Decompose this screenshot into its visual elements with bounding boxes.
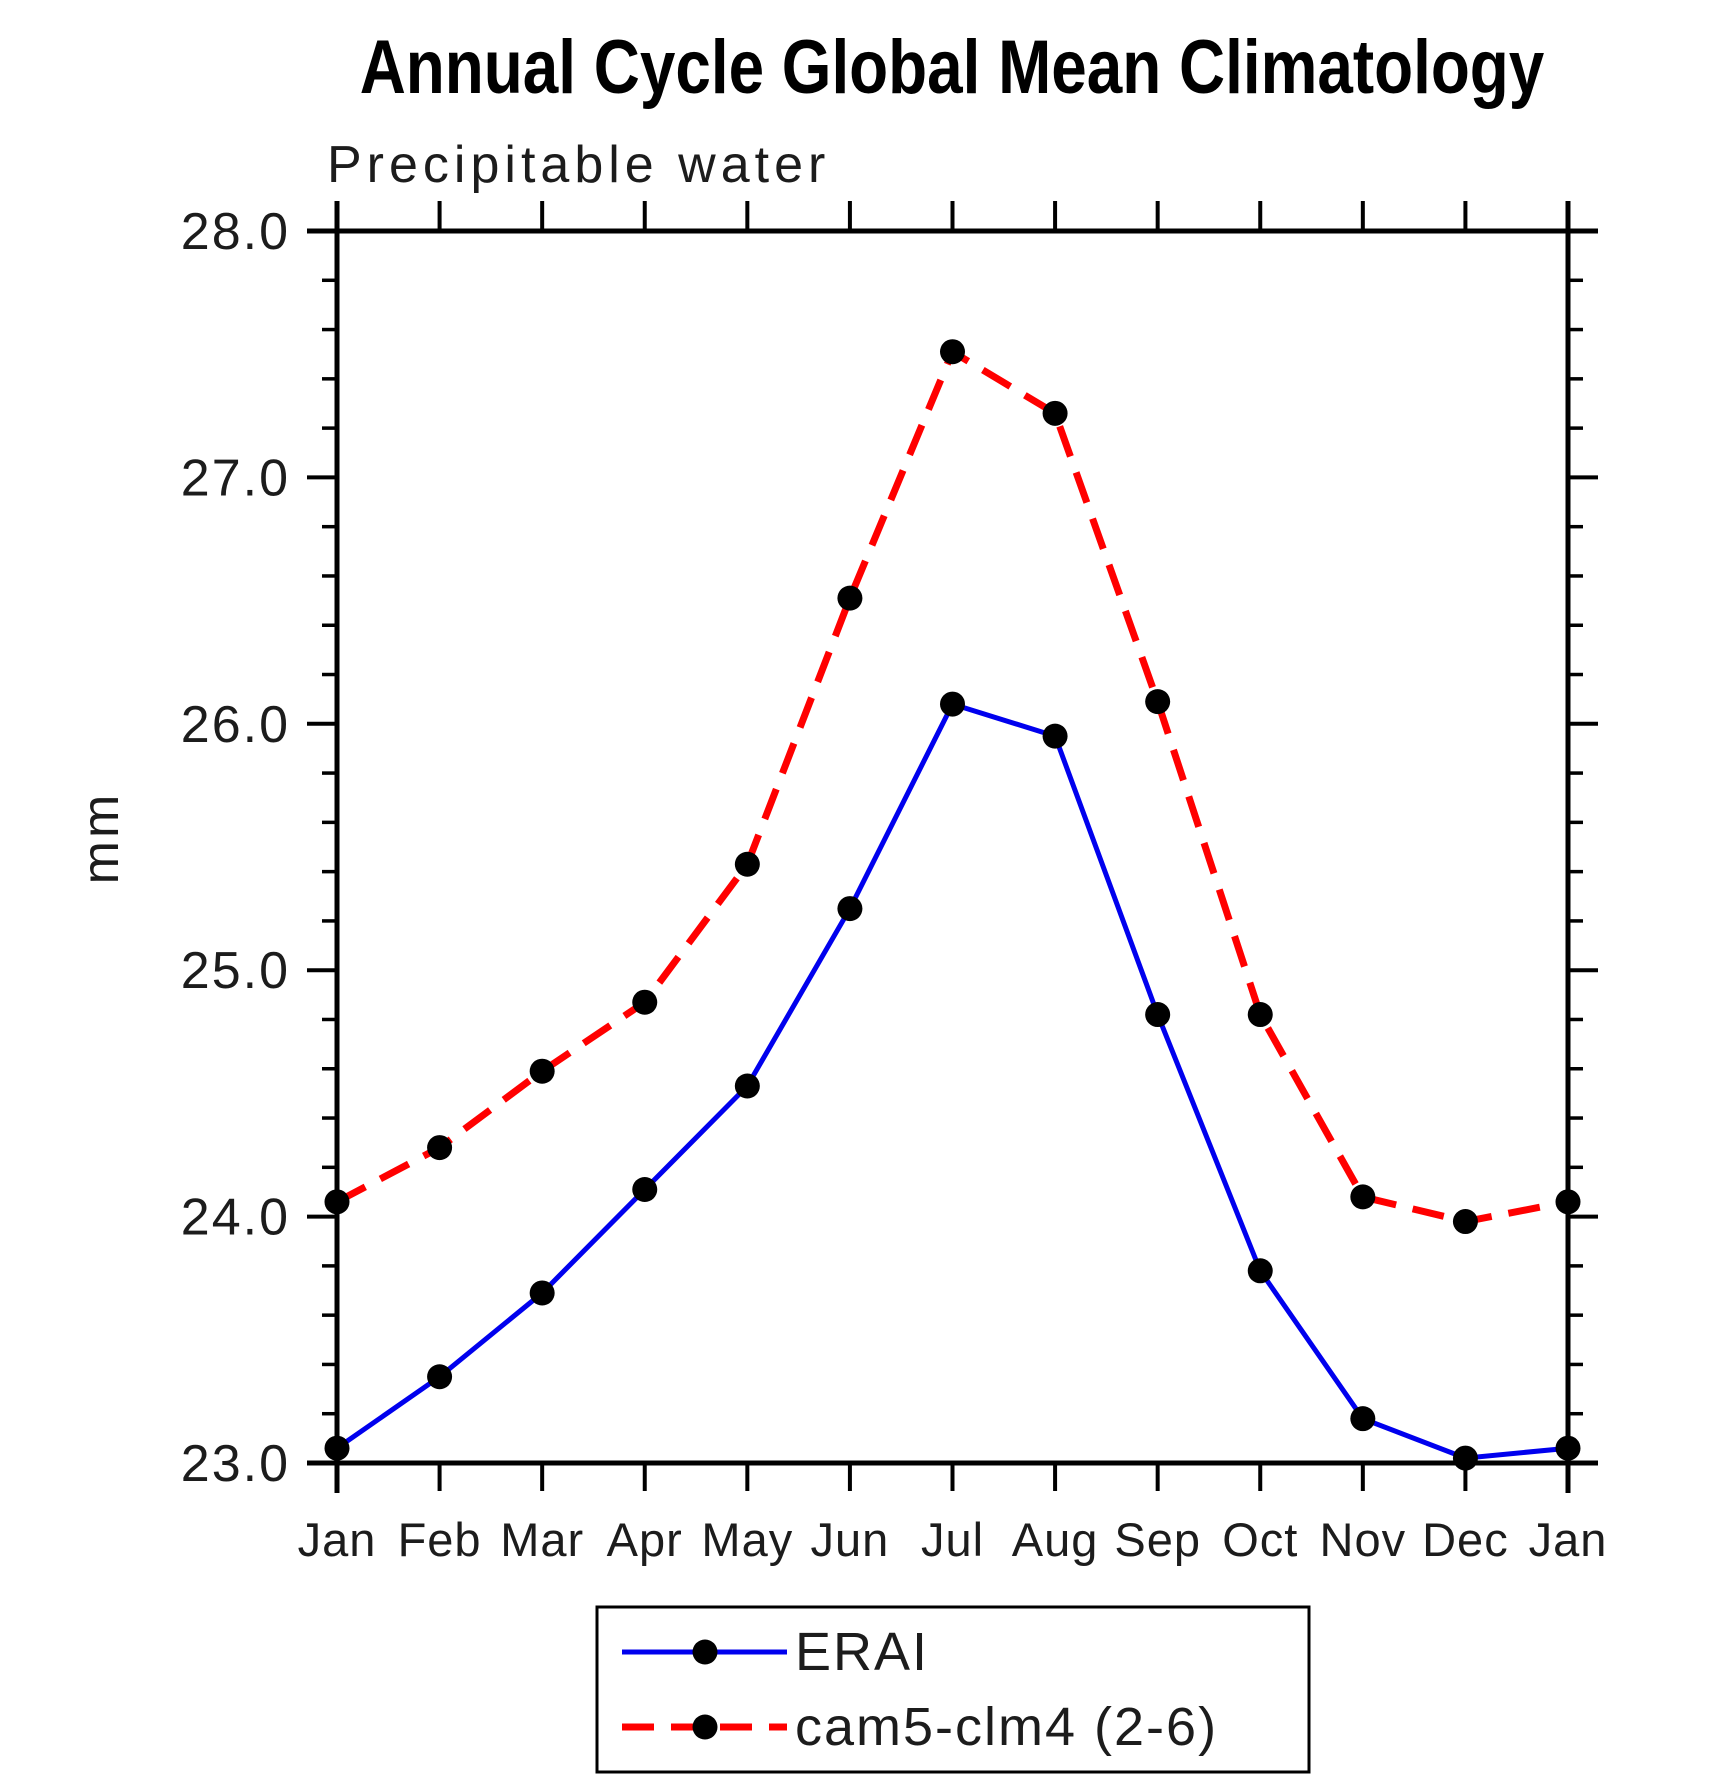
- data-point-marker-erai: [940, 691, 965, 717]
- x-axis-tick-label: Aug: [1012, 1513, 1099, 1566]
- data-point-marker-cam5-clm4-2-6: [427, 1135, 453, 1161]
- series-line-erai: [335, 701, 1569, 1461]
- data-point-marker-cam5-clm4-2-6: [837, 585, 863, 611]
- axes-layer: 23.0 24.0 25.0 26.0 27.0 28.0 Jan Feb Mar Apr May J…: [181, 201, 1608, 1566]
- legend-box: [595, 1605, 1311, 1774]
- legend-label-cam5-clm4-2-6: cam5-clm4 (2-6): [795, 1697, 1218, 1757]
- x-axis-tick-label: Jan: [298, 1513, 377, 1566]
- y-axis-tick-label: 25.0: [181, 942, 290, 1000]
- x-axis-tick-label: Jul: [921, 1513, 984, 1566]
- data-point-marker-erai: [1555, 1435, 1581, 1461]
- x-axis-tick-label: Oct: [1222, 1513, 1298, 1566]
- x-axis-tick-label: Mar: [500, 1513, 584, 1566]
- data-point-marker-cam5-clm4-2-6: [324, 1189, 350, 1215]
- data-point-marker-erai: [1145, 1002, 1171, 1028]
- data-point-marker-erai: [1247, 1258, 1273, 1284]
- chart-title: Annual Cycle Global Mean Climatology: [360, 24, 1545, 110]
- y-axis-title: mm: [72, 792, 130, 885]
- data-point-marker-cam5-clm4-2-6: [940, 339, 965, 365]
- y-axis-tick-label: 28.0: [181, 203, 290, 261]
- series-layer: [324, 339, 1581, 1471]
- data-point-marker-cam5-clm4-2-6: [1247, 1002, 1273, 1028]
- data-point-marker-erai: [427, 1364, 453, 1390]
- legend-marker-cam5-clm4-2-6: [692, 1714, 718, 1740]
- data-point-marker-cam5-clm4-2-6: [1350, 1184, 1376, 1210]
- data-point-marker-erai: [1350, 1406, 1376, 1432]
- x-axis-tick-label: Dec: [1422, 1513, 1509, 1566]
- x-axis-tick-label: May: [701, 1513, 793, 1566]
- data-point-marker-erai: [1452, 1445, 1478, 1471]
- data-point-marker-cam5-clm4-2-6: [1452, 1209, 1478, 1235]
- x-axis-tick-label: Jun: [811, 1513, 890, 1566]
- data-point-marker-erai: [734, 1073, 760, 1099]
- data-point-marker-erai: [529, 1280, 555, 1306]
- legend-marker-erai: [692, 1639, 718, 1665]
- chart-subtitle: Precipitable water: [327, 136, 830, 194]
- x-axis-tick-label: Feb: [398, 1513, 482, 1566]
- data-point-marker-cam5-clm4-2-6: [1145, 689, 1171, 715]
- y-axis-tick-label: 24.0: [181, 1189, 290, 1247]
- data-point-marker-erai: [632, 1176, 658, 1202]
- data-point-marker-erai: [837, 896, 863, 922]
- x-axis-tick-label: Nov: [1320, 1513, 1407, 1566]
- y-axis-tick-label: 23.0: [181, 1435, 290, 1493]
- legend-label-erai: ERAI: [795, 1622, 929, 1682]
- data-point-marker-cam5-clm4-2-6: [632, 989, 658, 1015]
- y-axis-tick-label: 27.0: [181, 449, 290, 507]
- data-point-marker-cam5-clm4-2-6: [1042, 400, 1068, 426]
- y-axis-tick-label: 26.0: [181, 696, 290, 754]
- legend-layer: ERAI cam5-clm4 (2-6): [595, 1605, 1311, 1774]
- data-point-marker-cam5-clm4-2-6: [734, 851, 760, 877]
- x-axis-tick-label: Sep: [1114, 1513, 1201, 1566]
- data-point-marker-erai: [324, 1435, 350, 1461]
- data-point-marker-cam5-clm4-2-6: [1555, 1189, 1581, 1215]
- x-axis-tick-label: Apr: [607, 1513, 683, 1566]
- x-axis-tick-label: Jan: [1529, 1513, 1608, 1566]
- data-point-marker-cam5-clm4-2-6: [529, 1058, 555, 1084]
- series-line-cam5-clm4-2-6: [335, 346, 1569, 1226]
- data-point-marker-erai: [1042, 723, 1068, 749]
